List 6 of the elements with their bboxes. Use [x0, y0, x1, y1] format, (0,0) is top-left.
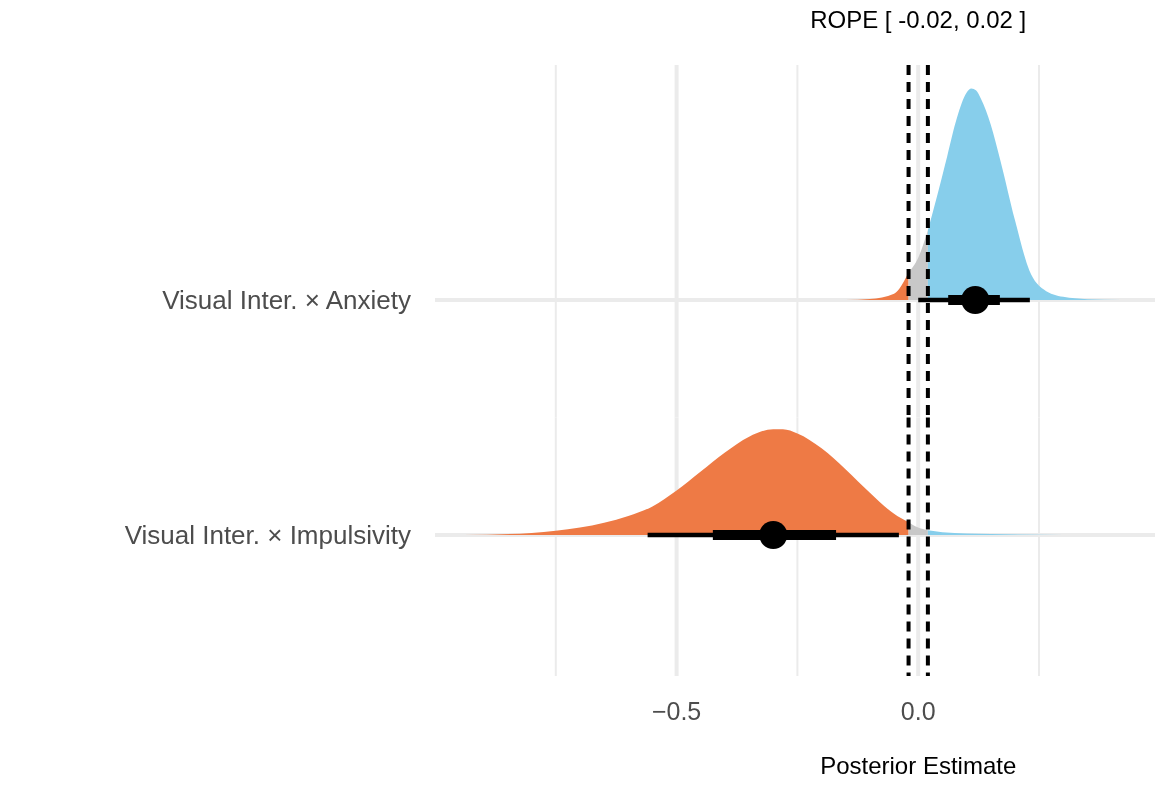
x-axis-title: Posterior Estimate [820, 752, 1017, 779]
y-axis-title: Visual Inter. × Anxiety [162, 285, 411, 315]
x-tick-label: −0.5 [651, 697, 702, 725]
y-axis-title: Visual Inter. × Impulsivity [124, 520, 411, 550]
chart-title: ROPE [ -0.02, 0.02 ] [810, 6, 1027, 33]
x-tick-label: 0.0 [900, 697, 936, 725]
